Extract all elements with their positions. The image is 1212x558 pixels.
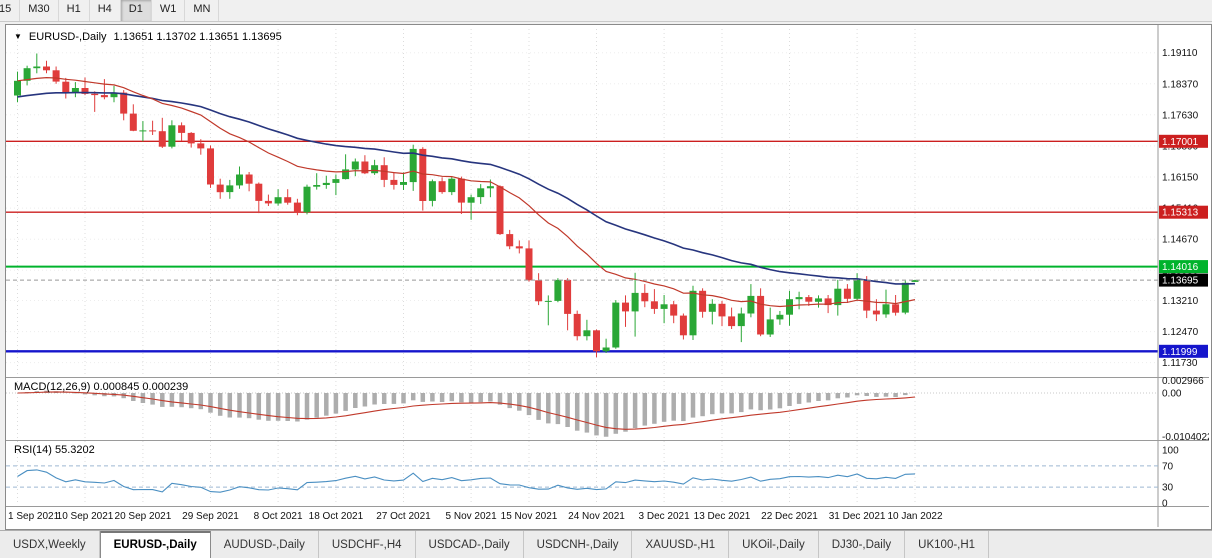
svg-text:30: 30 — [1162, 483, 1174, 494]
svg-text:13 Dec 2021: 13 Dec 2021 — [694, 511, 751, 522]
svg-text:-0.0104022: -0.0104022 — [1162, 432, 1209, 443]
svg-text:1.15313: 1.15313 — [1162, 208, 1199, 219]
svg-text:3 Dec 2021: 3 Dec 2021 — [639, 511, 691, 522]
timeframe-button-MN[interactable]: MN — [185, 0, 220, 21]
timeframe-toolbar: 15 M30 H1 H4 D1 W1 MN — [0, 0, 1212, 22]
chart-tab[interactable]: DJ30-,Daily — [819, 531, 906, 558]
chart-tab[interactable]: USDX,Weekly — [0, 531, 100, 558]
svg-text:1.11999: 1.11999 — [1162, 347, 1198, 358]
svg-text:22 Dec 2021: 22 Dec 2021 — [761, 511, 818, 522]
svg-text:5 Nov 2021: 5 Nov 2021 — [446, 511, 498, 522]
svg-text:18 Oct 2021: 18 Oct 2021 — [309, 511, 364, 522]
chart-tab[interactable]: UKOil-,Daily — [729, 531, 819, 558]
svg-text:70: 70 — [1162, 461, 1174, 472]
timeframe-button-H1[interactable]: H1 — [59, 0, 90, 21]
svg-text:1 Sep 2021: 1 Sep 2021 — [8, 511, 60, 522]
svg-text:29 Sep 2021: 29 Sep 2021 — [182, 511, 239, 522]
svg-text:0.00: 0.00 — [1162, 389, 1182, 400]
chart-tab[interactable]: USDCHF-,H4 — [319, 531, 416, 558]
svg-text:1.18370: 1.18370 — [1162, 79, 1199, 90]
timeframe-button-H4[interactable]: H4 — [90, 0, 121, 21]
svg-text:24 Nov 2021: 24 Nov 2021 — [568, 511, 625, 522]
svg-text:27 Oct 2021: 27 Oct 2021 — [376, 511, 431, 522]
chart-tab[interactable]: EURUSD-,Daily — [99, 531, 211, 558]
price-chart-svg: 1.191101.183701.176301.168901.161501.154… — [6, 25, 1209, 527]
svg-text:1.14016: 1.14016 — [1162, 262, 1199, 273]
svg-text:10 Jan 2022: 10 Jan 2022 — [887, 511, 942, 522]
chart-tab[interactable]: XAUUSD-,H1 — [632, 531, 730, 558]
svg-text:8 Oct 2021: 8 Oct 2021 — [254, 511, 303, 522]
svg-text:1.16150: 1.16150 — [1162, 173, 1199, 184]
svg-text:1.13695: 1.13695 — [1162, 276, 1199, 287]
svg-text:31 Dec 2021: 31 Dec 2021 — [829, 511, 886, 522]
svg-text:1.17001: 1.17001 — [1162, 137, 1199, 148]
svg-text:1.12470: 1.12470 — [1162, 327, 1199, 338]
svg-text:1.13210: 1.13210 — [1162, 296, 1199, 307]
timeframe-button-W1[interactable]: W1 — [152, 0, 186, 21]
chart-tab[interactable]: UK100-,H1 — [905, 531, 990, 558]
symbol-dropdown-icon[interactable]: ▼ — [14, 32, 22, 41]
svg-text:0: 0 — [1162, 499, 1168, 510]
timeframe-button-15[interactable]: 15 — [0, 0, 21, 21]
svg-text:20 Sep 2021: 20 Sep 2021 — [115, 511, 172, 522]
chart-symbol-header: ▼ EURUSD-,Daily 1.13651 1.13702 1.13651 … — [14, 31, 282, 43]
ohlc-values: 1.13651 1.13702 1.13651 1.13695 — [113, 31, 282, 43]
svg-text:1.17630: 1.17630 — [1162, 110, 1199, 121]
symbol-label: EURUSD-,Daily — [28, 31, 107, 43]
svg-text:1.19110: 1.19110 — [1162, 48, 1198, 59]
timeframe-button-D1[interactable]: D1 — [120, 0, 152, 21]
chart-window[interactable]: 1.191101.183701.176301.168901.161501.154… — [5, 24, 1212, 530]
chart-tabbar: USDX,Weekly EURUSD-,Daily AUDUSD-,Daily USD… — [0, 530, 1212, 558]
svg-text:100: 100 — [1162, 446, 1179, 457]
svg-text:1.11730: 1.11730 — [1162, 358, 1198, 369]
chart-tab[interactable]: USDCAD-,Daily — [416, 531, 524, 558]
svg-text:15 Nov 2021: 15 Nov 2021 — [501, 511, 558, 522]
rsi-label: RSI(14) 55.3202 — [14, 444, 95, 456]
svg-text:1.14670: 1.14670 — [1162, 235, 1199, 246]
svg-text:10 Sep 2021: 10 Sep 2021 — [57, 511, 114, 522]
timeframe-button-M30[interactable]: M30 — [20, 0, 59, 21]
chart-tab[interactable]: AUDUSD-,Daily — [211, 531, 319, 558]
svg-text:0.002966: 0.002966 — [1162, 376, 1204, 387]
macd-label: MACD(12,26,9) 0.000845 0.000239 — [14, 381, 189, 393]
chart-tab[interactable]: USDCNH-,Daily — [524, 531, 633, 558]
